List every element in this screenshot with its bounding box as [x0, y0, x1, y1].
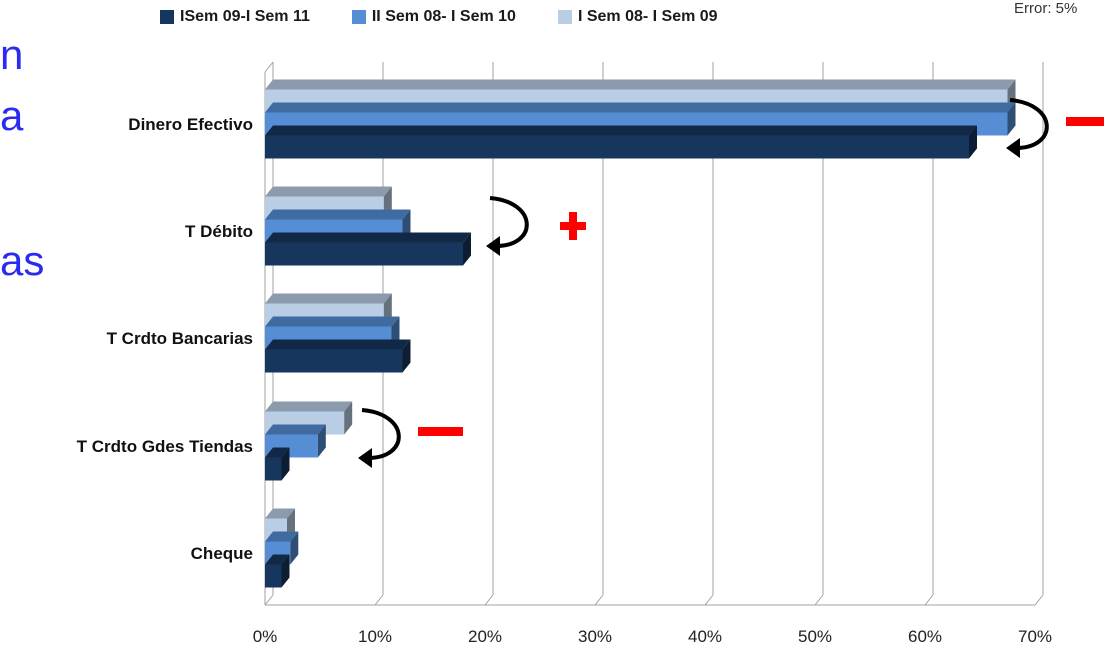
legend-swatch-series-2 [351, 10, 366, 24]
bar-side-face [1007, 102, 1016, 136]
bar-top-face [265, 508, 295, 519]
arrow-down-icon [489, 196, 529, 248]
category-label: T Crdto Gdes Tiendas [77, 437, 253, 456]
side-fragment-2: a [0, 92, 24, 139]
error-note: Error: 5% [1014, 0, 1078, 17]
legend-label-series-3: I Sem 08- I Sem 09 [577, 8, 718, 25]
legend-item-series-1: ISem 09-I Sem 11 [160, 8, 310, 26]
category-label: T Débito [185, 222, 253, 241]
x-tick-label: 60% [908, 627, 942, 645]
gridline-floor-edge [484, 594, 494, 606]
bar-top-face [265, 186, 392, 197]
chart-legend: ISem 09-I Sem 11 II Sem 08- I Sem 10 I S… [160, 8, 760, 26]
x-tick-label: 40% [688, 627, 722, 645]
x-tick-label: 20% [468, 627, 502, 645]
bar-side-face [402, 339, 411, 373]
bar [265, 242, 463, 266]
bar-top-face [265, 293, 392, 304]
bar-top-face [265, 424, 326, 435]
bar-top-face [265, 79, 1016, 90]
bar [265, 564, 282, 588]
legend-swatch-series-1 [160, 10, 174, 24]
x-tick-label: 0% [253, 627, 278, 645]
minus-sign-icon [1066, 117, 1104, 126]
arrow-down-icon [1009, 98, 1049, 150]
bar-side-face [344, 401, 353, 435]
bar-side-face [281, 554, 290, 588]
gridline-floor-edge [814, 594, 824, 606]
arrow-down-icon [361, 408, 401, 460]
bar-side-face [969, 125, 977, 159]
arrow-down-icon-head [486, 236, 500, 256]
bar [265, 457, 282, 481]
gridline-floor-edge [1034, 594, 1044, 606]
bar [265, 349, 403, 373]
bar-side-face [290, 531, 299, 565]
bar-top-face [265, 232, 471, 243]
bar-top-face [265, 554, 290, 565]
x-tick-label: 30% [578, 627, 612, 645]
bar-top-face [265, 531, 299, 542]
gridline-floor-edge [594, 594, 604, 606]
arrow-down-icon-head [358, 448, 372, 468]
left-wall-top-edge [264, 61, 274, 73]
legend-item-series-3: I Sem 08- I Sem 09 [557, 8, 718, 26]
bar-top-face [265, 125, 977, 136]
plus-sign-icon [569, 212, 577, 240]
gridline-floor-edge [704, 594, 714, 606]
x-tick-label: 70% [1018, 627, 1052, 645]
gridline-floor-edge [924, 594, 934, 606]
legend-label-series-1: ISem 09-I Sem 11 [180, 8, 310, 25]
side-fragment-3: as [0, 237, 45, 284]
bar-top-face [265, 401, 353, 412]
category-label: Dinero Efectivo [128, 115, 253, 134]
bar [265, 135, 969, 159]
arrow-down-icon-head [1006, 138, 1020, 158]
side-fragment-1: n [0, 31, 24, 78]
gridline-floor-edge [374, 594, 384, 606]
x-tick-label: 50% [798, 627, 832, 645]
bar-top-face [265, 339, 411, 350]
legend-item-series-2: II Sem 08- I Sem 10 [351, 8, 516, 26]
bar-top-face [265, 316, 400, 327]
bar-side-face [317, 424, 326, 458]
gridline-floor-edge [264, 594, 274, 606]
bar-side-face [281, 447, 290, 481]
legend-swatch-series-3 [557, 10, 572, 24]
category-label: Cheque [191, 544, 253, 563]
legend-label-series-2: II Sem 08- I Sem 10 [371, 8, 516, 25]
bar-top-face [265, 102, 1016, 113]
bar-top-face [265, 209, 411, 220]
bar-top-face [265, 447, 290, 458]
x-tick-label: 10% [358, 627, 392, 645]
minus-sign-icon [418, 427, 463, 436]
category-label: T Crdto Bancarias [107, 329, 253, 348]
bar-side-face [463, 232, 471, 266]
